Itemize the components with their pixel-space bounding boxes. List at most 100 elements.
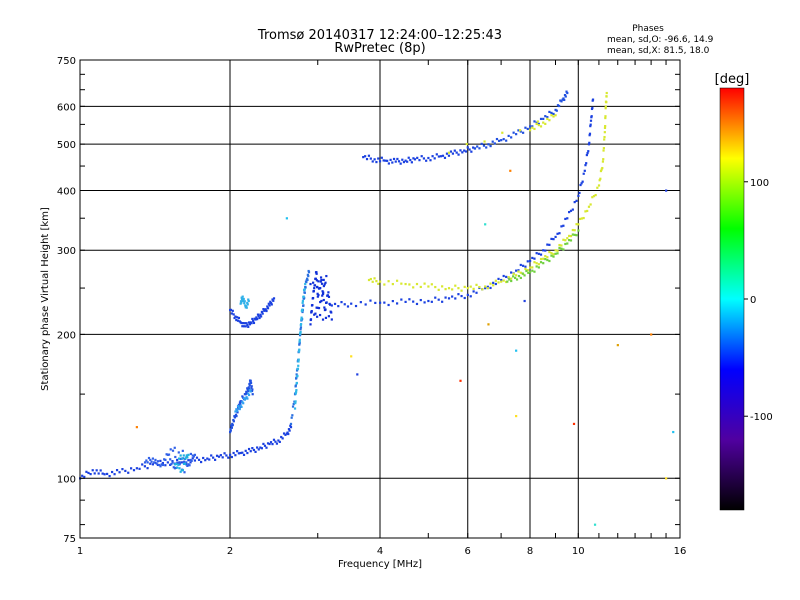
data-point [552,253,555,256]
data-point [412,157,415,160]
data-point [322,284,325,288]
data-point [437,288,440,291]
data-point [176,458,179,462]
data-point [239,300,243,303]
data-point [146,461,149,464]
data-point [297,360,300,363]
data-point [469,285,472,288]
data-point [596,186,599,189]
data-point [531,125,534,128]
data-point [305,280,308,284]
data-point [291,414,294,417]
data-point [232,451,235,455]
data-point [466,287,469,290]
data-point [83,475,86,479]
data-point [252,448,256,452]
y-tick-label: 400 [57,186,76,197]
data-point [387,280,390,283]
data-point [587,205,591,208]
data-point [320,282,324,285]
data-point [397,160,401,163]
x-tick-label: 1 [77,546,83,557]
data-point [470,150,473,153]
chart-subtitle: RwPretec (8p) [334,41,425,56]
data-point [206,457,209,460]
data-point [227,456,230,459]
data-point [591,196,594,199]
colorbar-tick-label: 0 [750,295,756,306]
data-point [602,158,605,161]
y-tick-label: 100 [57,474,76,485]
data-point [558,246,561,249]
data-point [260,310,263,314]
data-point [367,278,371,282]
data-point [562,238,565,241]
data-point [316,292,319,295]
data-point [459,149,462,152]
data-point [416,156,419,159]
data-point [367,154,371,157]
data-point [604,105,607,108]
data-point [288,429,291,432]
data-point [240,301,243,304]
data-point [484,287,487,290]
data-point [476,145,479,148]
data-point [389,158,392,161]
data-point [497,281,500,284]
data-point [217,455,221,458]
data-point [225,454,228,457]
data-point [546,258,549,262]
data-point [384,159,387,162]
data-point [586,209,589,213]
data-point [427,285,430,288]
x-tick-label: 6 [465,546,471,557]
data-point [575,234,578,237]
data-point [232,313,235,316]
data-point [321,290,324,293]
data-point [460,289,463,292]
data-point [404,300,407,303]
data-point [81,474,84,477]
data-point [484,285,487,288]
data-point [176,462,179,465]
data-point [575,223,578,226]
data-point [156,460,160,463]
data-point [494,282,497,286]
data-point [478,285,481,289]
data-point [406,160,409,163]
data-point [515,349,518,352]
data-point [369,157,372,160]
data-point [239,451,242,455]
data-point [523,299,526,303]
data-point [262,308,265,311]
data-point [460,294,463,298]
data-point [95,469,98,472]
data-point [457,153,460,156]
data-point [232,420,235,423]
data-point [492,284,495,287]
data-point [558,243,561,247]
data-point [517,129,520,132]
x-axis-label: Frequency [MHz] [338,559,422,570]
data-point [539,257,543,261]
data-point [251,317,254,321]
data-point [451,288,454,291]
data-point [500,280,503,283]
data-point [325,301,328,304]
data-point [318,313,322,317]
data-point [252,321,256,325]
data-point [99,469,102,472]
data-point [599,177,602,180]
data-point [281,437,284,440]
data-point [299,326,303,329]
data-point [181,449,184,452]
data-point [296,374,299,377]
data-point [497,139,501,142]
data-point [295,390,298,393]
data-point [379,280,382,283]
data-point [558,232,561,235]
data-point [430,283,433,286]
data-point [180,461,183,464]
data-point [278,440,281,444]
data-point [463,296,466,300]
